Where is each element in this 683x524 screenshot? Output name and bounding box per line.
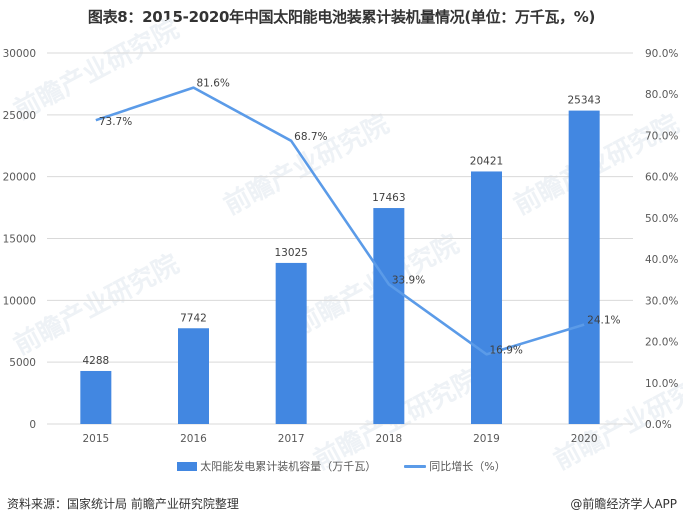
x-axis: 2015 2016 2017 2018 2019 2020	[82, 433, 597, 445]
growth-line[interactable]	[95, 86, 585, 356]
bar[interactable]	[275, 262, 307, 424]
legend-bar-label: 太阳能发电累计装机容量（万千瓦）	[200, 460, 377, 473]
x-tick-label: 2016	[180, 433, 207, 445]
source-note: 资料来源：国家统计局 前瞻产业研究院整理	[7, 497, 239, 511]
right-tick-label: 10.0%	[645, 378, 678, 390]
right-tick-label: 70.0%	[645, 130, 678, 142]
right-tick-label: 30.0%	[645, 295, 678, 307]
x-tick-label: 2018	[375, 433, 402, 445]
line-value-label: 24.1%	[587, 315, 620, 327]
bar[interactable]	[373, 208, 405, 424]
line-swatch-icon	[404, 464, 427, 468]
line-value-label: 16.9%	[490, 344, 523, 356]
x-tick-label: 2015	[82, 433, 109, 445]
bar[interactable]	[471, 171, 502, 424]
left-tick-label: 15000	[3, 234, 36, 246]
brand-credit: @前瞻经济学人APP	[570, 497, 677, 511]
right-tick-label: 60.0%	[645, 172, 678, 184]
legend-item-bar[interactable]: 太阳能发电累计装机容量（万千瓦）	[177, 458, 376, 474]
x-tick-label: 2019	[473, 433, 500, 445]
right-axis: 0.0% 10.0% 20.0% 30.0% 40.0% 50.0% 60.0% 70.0% 8…	[645, 48, 678, 431]
bar-series	[80, 110, 600, 425]
x-tick-label: 2017	[278, 433, 305, 445]
left-tick-label: 10000	[3, 295, 36, 307]
legend: 太阳能发电累计装机容量（万千瓦） 同比增长（%）	[0, 458, 683, 474]
line-value-label: 81.6%	[197, 78, 230, 90]
left-tick-label: 25000	[3, 110, 36, 122]
x-tick-label: 2020	[571, 433, 598, 445]
line-value-label: 68.7%	[294, 131, 327, 143]
bar[interactable]	[80, 370, 112, 424]
right-tick-label: 40.0%	[645, 254, 678, 266]
right-tick-label: 90.0%	[645, 48, 678, 60]
right-tick-label: 0.0%	[645, 419, 672, 431]
left-tick-label: 30000	[3, 48, 36, 60]
line-data-labels: 73.7% 81.6% 68.7% 33.9% 16.9% 24.1%	[99, 78, 621, 357]
bar[interactable]	[178, 328, 209, 424]
bar[interactable]	[568, 110, 600, 425]
legend-line-label: 同比增长（%）	[429, 460, 506, 473]
bar-value-label: 13025	[274, 247, 307, 259]
line-value-label: 33.9%	[392, 274, 425, 286]
left-tick-label: 5000	[9, 357, 36, 369]
bar-value-label: 20421	[470, 155, 503, 167]
right-tick-label: 50.0%	[645, 213, 678, 225]
line-series	[95, 86, 585, 356]
bar-value-label: 25343	[567, 95, 600, 107]
gridlines	[47, 52, 633, 425]
chart-title: 图表8：2015-2020年中国太阳能电池装累计装机量情况(单位：万千瓦，%)	[87, 8, 596, 26]
bar-value-label: 7742	[180, 312, 207, 324]
line-value-label: 73.7%	[99, 116, 132, 128]
left-tick-label: 20000	[3, 172, 36, 184]
bar-swatch-icon	[177, 461, 198, 471]
right-tick-label: 20.0%	[645, 337, 678, 349]
bar-value-label: 17463	[372, 192, 405, 204]
legend-item-line[interactable]: 同比增长（%）	[404, 458, 506, 474]
right-tick-label: 80.0%	[645, 89, 678, 101]
bar-data-labels: 4288 7742 13025 17463 20421 25343	[82, 95, 600, 367]
bar-value-label: 4288	[82, 355, 109, 367]
left-axis: 0 5000 10000 15000 20000 25000 30000	[3, 48, 36, 431]
left-tick-label: 0	[29, 419, 36, 431]
